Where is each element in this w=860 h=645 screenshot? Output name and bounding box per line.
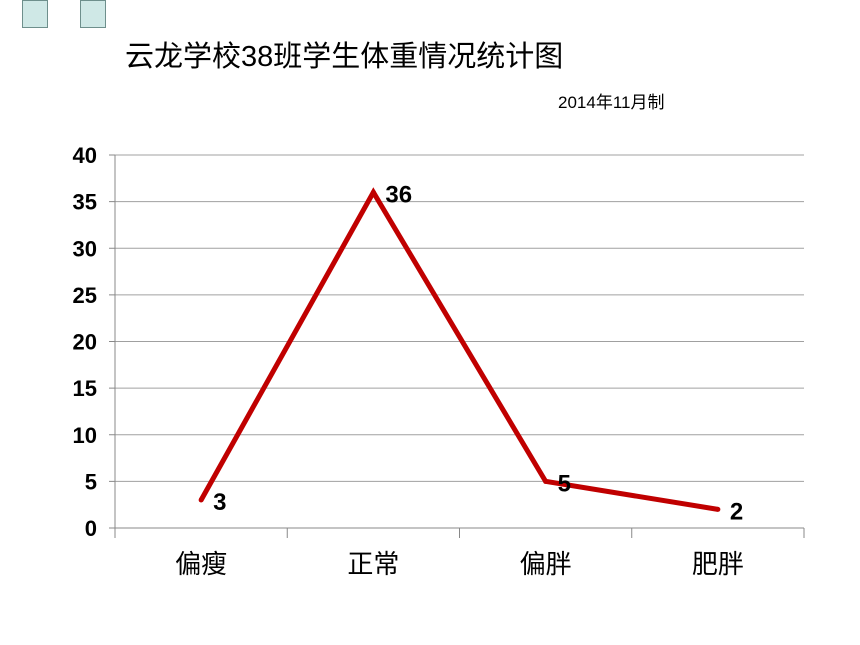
y-tick-label: 20: [73, 330, 97, 355]
y-tick-label: 40: [73, 143, 97, 168]
y-tick-label: 30: [73, 236, 97, 261]
corner-square-right: [80, 0, 106, 28]
x-tick-label: 偏胖: [520, 549, 572, 579]
data-label: 2: [730, 498, 743, 525]
y-tick-label: 5: [85, 469, 97, 494]
data-label: 5: [558, 470, 571, 497]
data-point: [543, 478, 549, 484]
corner-square-left: [22, 0, 48, 28]
y-tick-label: 25: [73, 283, 97, 308]
data-point: [370, 189, 376, 195]
x-tick-label: 偏瘦: [175, 549, 227, 579]
data-point: [715, 506, 721, 512]
chart-title: 云龙学校38班学生体重情况统计图: [125, 41, 564, 73]
data-label: 3: [213, 489, 226, 516]
x-tick-label: 正常: [347, 549, 399, 579]
data-label: 36: [385, 181, 412, 208]
y-tick-label: 15: [73, 376, 97, 401]
chart-subtitle: 2014年11月制: [558, 93, 665, 112]
y-tick-label: 10: [73, 423, 97, 448]
series-line: [198, 187, 719, 512]
y-tick-label: 0: [85, 516, 97, 541]
data-point: [198, 497, 204, 503]
y-tick-label: 35: [73, 190, 97, 215]
x-tick-label: 肥胖: [692, 549, 744, 579]
